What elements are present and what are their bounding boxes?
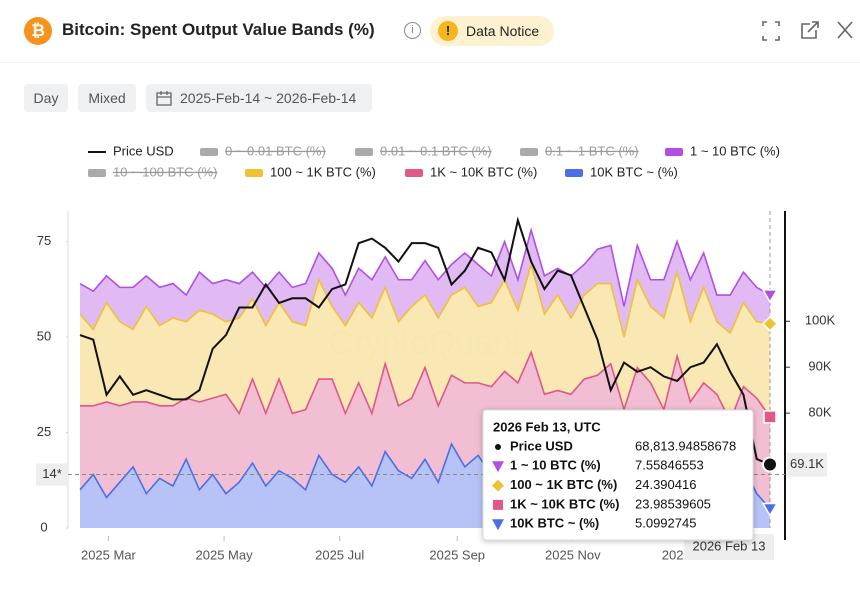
tooltip-value: 7.55846553	[635, 458, 704, 473]
legend-label[interactable]: 10K BTC ~ (%)	[590, 164, 678, 179]
tooltip: 2026 Feb 13, UTC Price USD 68,813.94858678…	[482, 409, 754, 541]
tooltip-marker	[493, 499, 503, 510]
tooltip-value: 23.98539605	[635, 496, 711, 511]
legend-swatch	[665, 148, 683, 156]
y2-tick-label: 100K	[805, 313, 836, 328]
area	[80, 264, 770, 422]
divider	[0, 62, 860, 63]
legend-swatch	[200, 148, 218, 156]
price-label-box	[787, 452, 827, 477]
legend-label[interactable]: 1 ~ 10 BTC (%)	[690, 143, 780, 158]
crosshair-y-box	[36, 463, 68, 486]
legend-label[interactable]: Price USD	[113, 143, 174, 158]
legend-label[interactable]: 1K ~ 10K BTC (%)	[430, 164, 537, 179]
y-tick-label: 50	[37, 328, 51, 343]
tooltip-box	[482, 409, 754, 541]
area-line	[80, 350, 771, 424]
tooltip-value: 68,813.94858678	[635, 438, 736, 453]
crosshair-x-label: 2026 Feb 13	[692, 538, 765, 553]
x-tick-label: 2025 Sep	[429, 547, 485, 562]
y2-tick-label: 80K	[808, 405, 831, 420]
data-notice[interactable]: ! Data Notice	[430, 16, 554, 46]
tooltip-marker	[492, 461, 504, 473]
date-range[interactable]: 2025-Feb-14 ~ 2026-Feb-14	[146, 84, 372, 112]
x-tick-label: 2025 May	[196, 547, 254, 562]
y-tick-label: 25	[37, 424, 51, 439]
legend-label[interactable]: 0.01 ~ 0.1 BTC (%)	[380, 143, 492, 158]
series-marker	[761, 289, 779, 304]
tooltip-marker	[492, 519, 504, 531]
notice-icon: !	[438, 21, 458, 41]
scale-button[interactable]: Mixed	[78, 84, 136, 112]
expand-icon[interactable]	[762, 21, 780, 41]
y2-tick-label: 90K	[808, 359, 831, 374]
series-marker	[761, 315, 779, 332]
tooltip-name: 1K ~ 10K BTC (%)	[510, 496, 619, 511]
area	[80, 352, 770, 509]
calendar-icon	[156, 91, 172, 106]
tooltip-value: 24.390416	[635, 477, 696, 492]
legend-swatch	[88, 169, 106, 177]
tooltip-name: 100 ~ 1K BTC (%)	[510, 477, 617, 492]
tooltip-marker	[495, 444, 501, 450]
area-line	[79, 261, 771, 338]
legend-swatch	[355, 148, 373, 156]
price-label: 69.1K	[790, 456, 824, 471]
legend-label[interactable]: 0.1 ~ 1 BTC (%)	[545, 143, 639, 158]
y-tick-label: 75	[37, 233, 51, 248]
share-icon[interactable]	[801, 21, 819, 39]
tooltip-title: 2026 Feb 13, UTC	[493, 419, 601, 434]
tooltip-name: 10K BTC ~ (%)	[510, 516, 599, 531]
legend-label[interactable]: 100 ~ 1K BTC (%)	[270, 164, 376, 179]
page-title: Bitcoin: Spent Output Value Bands (%)	[62, 20, 375, 39]
tooltip-name: 1 ~ 10 BTC (%)	[510, 458, 601, 473]
info-icon[interactable]: i	[404, 22, 421, 39]
legend-swatch	[520, 148, 538, 156]
crosshair-y-label: 14*	[42, 466, 62, 481]
notice-text: Data Notice	[466, 23, 540, 39]
x-tick-label: 2025 Jul	[315, 547, 364, 562]
price-line	[79, 216, 771, 466]
y-tick-label: 0	[40, 519, 47, 534]
series-marker	[763, 410, 777, 424]
toolbar-icons	[762, 21, 853, 41]
x-tick-label: 2025 Nov	[545, 547, 601, 562]
area-line	[79, 227, 771, 307]
legend-swatch	[405, 169, 423, 177]
tooltip-marker	[492, 479, 504, 492]
tooltip-name: Price USD	[510, 438, 573, 453]
date-range-text: 2025-Feb-14 ~ 2026-Feb-14	[180, 90, 357, 106]
legend-swatch	[565, 169, 583, 177]
area	[80, 230, 770, 338]
legend-label[interactable]: 0 ~ 0.01 BTC (%)	[225, 143, 326, 158]
tooltip-value: 5.0992745	[635, 516, 696, 531]
price-marker	[762, 456, 778, 473]
x-tick-label: 2025 Mar	[81, 547, 137, 562]
close-icon[interactable]	[837, 21, 853, 39]
series-marker	[761, 502, 779, 518]
bitcoin-logo: ₿	[24, 17, 52, 45]
interval-button[interactable]: Day	[24, 84, 68, 112]
legend-swatch	[245, 169, 263, 177]
legend-label[interactable]: 10 ~ 100 BTC (%)	[113, 164, 217, 179]
